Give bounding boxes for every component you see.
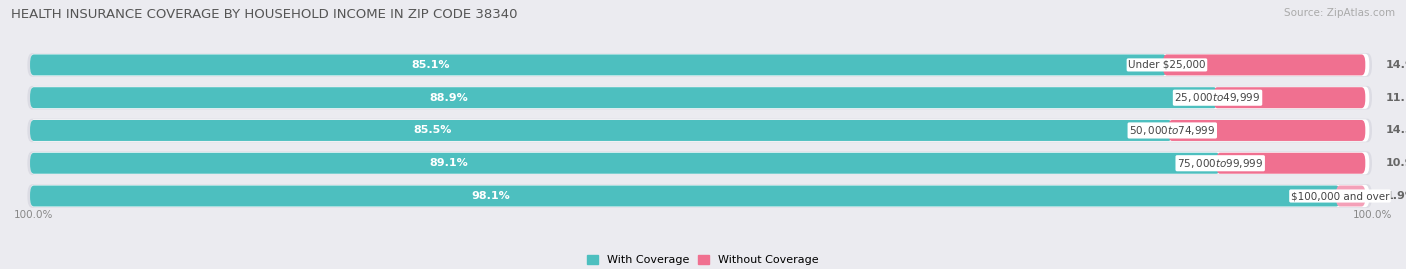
- FancyBboxPatch shape: [30, 120, 1173, 141]
- Text: Under $25,000: Under $25,000: [1128, 60, 1206, 70]
- Text: 14.9%: 14.9%: [1385, 60, 1406, 70]
- Legend: With Coverage, Without Coverage: With Coverage, Without Coverage: [588, 255, 818, 266]
- Text: 14.5%: 14.5%: [1385, 125, 1406, 136]
- FancyBboxPatch shape: [1213, 87, 1365, 108]
- Text: 88.9%: 88.9%: [429, 93, 468, 103]
- Text: 85.5%: 85.5%: [413, 125, 451, 136]
- Text: 100.0%: 100.0%: [1353, 210, 1392, 220]
- FancyBboxPatch shape: [30, 185, 1369, 207]
- FancyBboxPatch shape: [27, 119, 1372, 142]
- Text: $75,000 to $99,999: $75,000 to $99,999: [1177, 157, 1264, 170]
- FancyBboxPatch shape: [1168, 120, 1365, 141]
- FancyBboxPatch shape: [30, 152, 1369, 174]
- Text: 1.9%: 1.9%: [1385, 191, 1406, 201]
- Text: 98.1%: 98.1%: [472, 191, 510, 201]
- FancyBboxPatch shape: [27, 184, 1372, 208]
- FancyBboxPatch shape: [30, 153, 1220, 174]
- FancyBboxPatch shape: [30, 87, 1218, 108]
- Text: Source: ZipAtlas.com: Source: ZipAtlas.com: [1284, 8, 1395, 18]
- FancyBboxPatch shape: [1163, 54, 1365, 75]
- Text: 11.1%: 11.1%: [1385, 93, 1406, 103]
- Text: $50,000 to $74,999: $50,000 to $74,999: [1129, 124, 1215, 137]
- FancyBboxPatch shape: [30, 186, 1340, 207]
- Text: $100,000 and over: $100,000 and over: [1291, 191, 1389, 201]
- Text: HEALTH INSURANCE COVERAGE BY HOUSEHOLD INCOME IN ZIP CODE 38340: HEALTH INSURANCE COVERAGE BY HOUSEHOLD I…: [11, 8, 517, 21]
- FancyBboxPatch shape: [30, 119, 1369, 141]
- FancyBboxPatch shape: [27, 86, 1372, 109]
- FancyBboxPatch shape: [27, 151, 1372, 175]
- Text: 100.0%: 100.0%: [14, 210, 53, 220]
- FancyBboxPatch shape: [27, 53, 1372, 77]
- Text: 85.1%: 85.1%: [412, 60, 450, 70]
- FancyBboxPatch shape: [30, 87, 1369, 109]
- FancyBboxPatch shape: [1216, 153, 1365, 174]
- Text: 10.9%: 10.9%: [1385, 158, 1406, 168]
- FancyBboxPatch shape: [30, 54, 1167, 75]
- Text: $25,000 to $49,999: $25,000 to $49,999: [1174, 91, 1261, 104]
- Text: 89.1%: 89.1%: [430, 158, 468, 168]
- FancyBboxPatch shape: [30, 54, 1369, 76]
- FancyBboxPatch shape: [1336, 186, 1365, 207]
